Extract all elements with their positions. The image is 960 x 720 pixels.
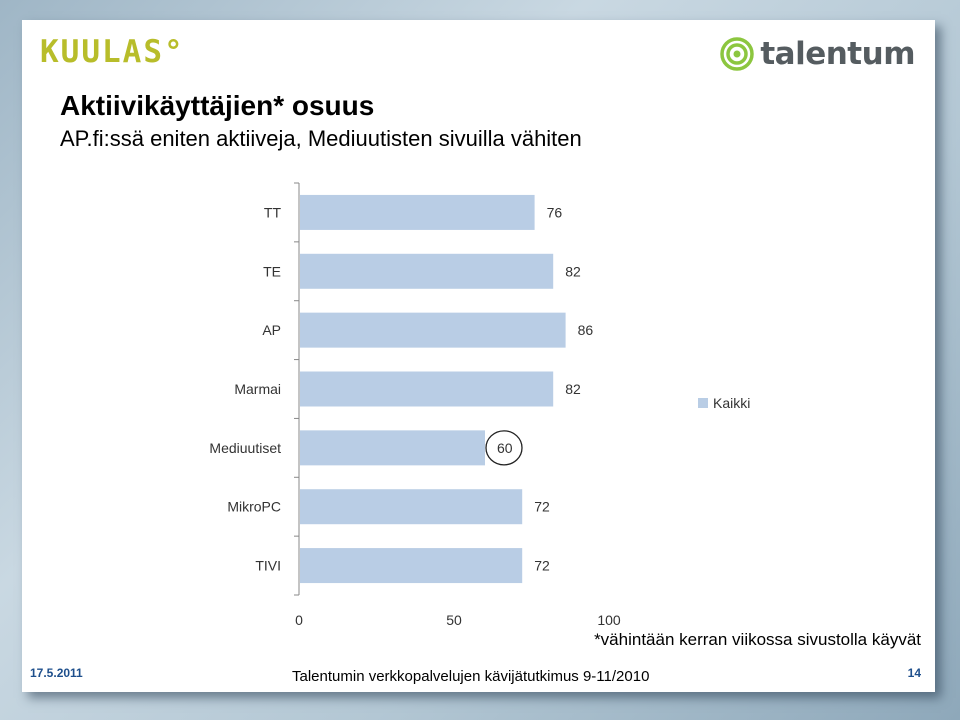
- talentum-logo: talentum: [720, 36, 915, 72]
- bar-marmai: [300, 371, 554, 407]
- category-label: TT: [264, 204, 282, 220]
- slide: KUULAS° talentum Aktiivikäyttäjien* osuu…: [22, 20, 935, 692]
- footer-date: 17.5.2011: [30, 666, 83, 680]
- highlight-circle: [485, 430, 523, 466]
- data-label: 82: [565, 381, 581, 397]
- category-label: TIVI: [255, 558, 281, 574]
- bar-mediuutiset: [300, 430, 485, 466]
- data-label: 72: [534, 558, 550, 574]
- data-label: 76: [547, 204, 563, 220]
- category-label: TE: [263, 263, 281, 279]
- page-number: 14: [907, 666, 921, 680]
- bar-chart: TT 76 TE 82 AP 86 Marmai 82 Mediuutiset 60 MikroPC…: [209, 182, 750, 628]
- bar-tivi: [300, 548, 523, 584]
- data-label: 82: [565, 263, 581, 279]
- talentum-wordmark: talentum: [760, 36, 915, 72]
- x-tick-label: 100: [597, 612, 621, 628]
- x-tick-label: 50: [446, 612, 462, 628]
- legend-swatch: [698, 398, 708, 408]
- bar-te: [300, 253, 554, 289]
- bar-tt: [300, 194, 535, 230]
- bar-mikropc: [300, 489, 523, 525]
- data-label: 60: [497, 440, 513, 456]
- bar-ap: [300, 312, 566, 348]
- legend-label: Kaikki: [713, 395, 750, 411]
- x-tick-label: 0: [295, 612, 303, 628]
- kuulas-logo: KUULAS°: [40, 34, 185, 70]
- slide-title: Aktiivikäyttäjien* osuus: [60, 90, 375, 121]
- talentum-spiral-icon: [720, 37, 755, 71]
- category-label: MikroPC: [227, 499, 281, 515]
- category-label: Marmai: [234, 381, 281, 397]
- slide-subtitle: AP.fi:ssä eniten aktiiveja, Mediuutisten…: [60, 126, 582, 151]
- category-label: AP: [262, 322, 281, 338]
- category-label: Mediuutiset: [209, 440, 281, 456]
- data-label: 86: [578, 322, 594, 338]
- footer-source: Talentumin verkkopalvelujen kävijätutkim…: [292, 668, 650, 685]
- footnote: *vähintään kerran viikossa sivustolla kä…: [594, 630, 921, 649]
- data-label: 72: [534, 499, 550, 515]
